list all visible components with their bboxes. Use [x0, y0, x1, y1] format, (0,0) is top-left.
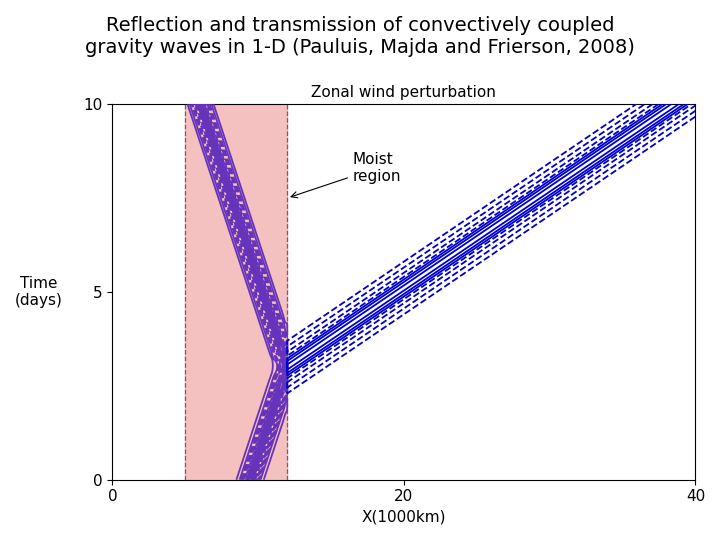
- Title: Zonal wind perturbation: Zonal wind perturbation: [312, 85, 496, 100]
- Text: Moist
region: Moist region: [291, 152, 401, 198]
- Bar: [185, 104, 287, 480]
- Y-axis label: Time
(days): Time (days): [15, 276, 63, 308]
- X-axis label: X(1000km): X(1000km): [361, 510, 446, 525]
- Text: Reflection and transmission of convectively coupled
gravity waves in 1-D (Paului: Reflection and transmission of convectiv…: [85, 16, 635, 57]
